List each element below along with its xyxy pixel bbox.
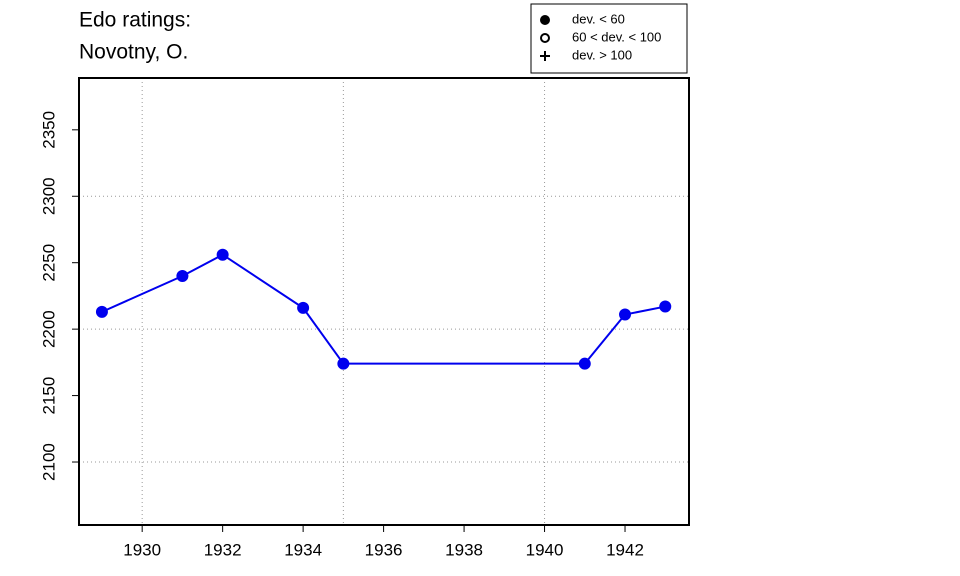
- y-tick-label: 2200: [39, 310, 58, 348]
- y-tick-label: 2300: [39, 177, 58, 215]
- y-tick-label: 2150: [39, 377, 58, 415]
- point: [578, 357, 591, 370]
- point: [659, 300, 672, 313]
- legend-label: dev. < 60: [572, 11, 625, 26]
- x-tick-label: 1934: [284, 540, 322, 559]
- x-tick-label: 1938: [445, 540, 483, 559]
- legend-symbol: [540, 15, 550, 25]
- y-tick-label: 2250: [39, 244, 58, 282]
- legend-symbol: [540, 51, 550, 61]
- point: [337, 357, 350, 370]
- x-tick-label: 1932: [204, 540, 242, 559]
- legend-symbol: [540, 33, 550, 43]
- x-tick-label: 1930: [123, 540, 161, 559]
- point: [619, 308, 632, 321]
- y-tick-label: 2350: [39, 111, 58, 149]
- point: [95, 305, 108, 318]
- legend-box: [530, 3, 688, 74]
- line: [101, 253, 666, 365]
- chart-title: Edo ratings:: [79, 9, 191, 32]
- x-tick-label: 1940: [526, 540, 564, 559]
- plot-frame: [78, 77, 690, 526]
- point: [176, 269, 189, 282]
- legend-label: dev. > 100: [572, 47, 632, 62]
- x-tick-label: 1936: [365, 540, 403, 559]
- x-tick-label: 1942: [606, 540, 644, 559]
- point: [216, 248, 229, 261]
- point: [297, 301, 310, 314]
- y-tick-label: 2100: [39, 443, 58, 481]
- chart-title: Novotny, O.: [79, 41, 188, 64]
- legend-label: 60 < dev. < 100: [572, 29, 661, 44]
